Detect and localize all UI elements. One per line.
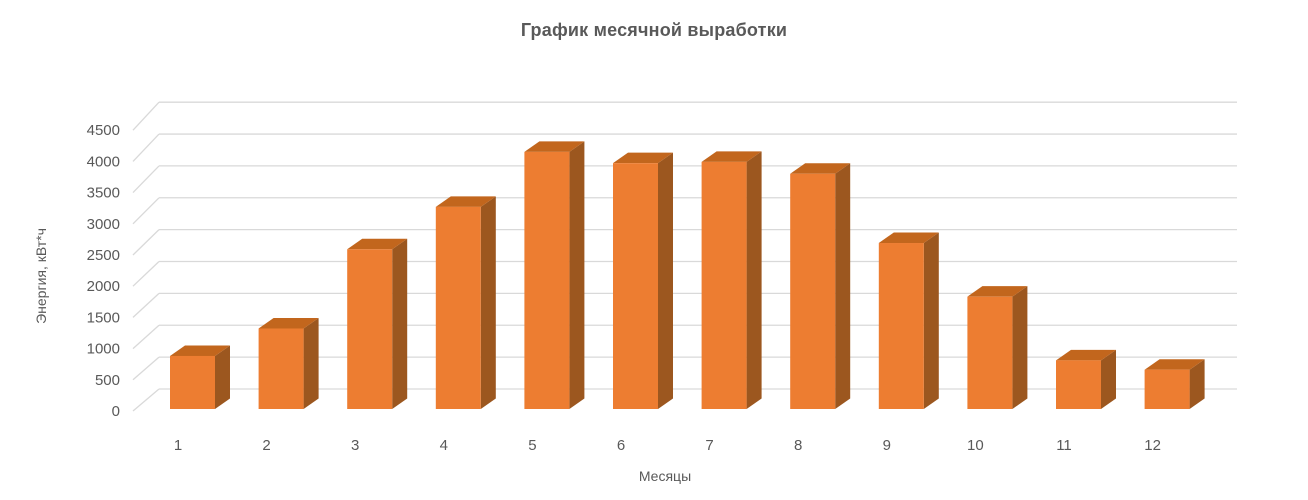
bar-month-10 xyxy=(967,286,1028,409)
bar-front-face xyxy=(258,328,304,409)
bar-front-face xyxy=(790,173,836,409)
bar-front-face xyxy=(1056,360,1101,409)
y-axis-title: Энергия, кВт*ч xyxy=(33,228,49,324)
bar-front-face xyxy=(878,243,924,409)
x-tick-label: 8 xyxy=(794,437,802,454)
depth-tick-line xyxy=(132,133,160,162)
bar-top-face xyxy=(613,152,673,164)
bar-month-11 xyxy=(1056,349,1116,409)
bar-top-face xyxy=(701,151,762,162)
x-tick-label: 1 xyxy=(174,437,182,454)
x-tick-label: 6 xyxy=(617,437,625,454)
bar-side-face xyxy=(1189,359,1205,409)
x-tick-label: 7 xyxy=(705,437,713,454)
depth-tick-line xyxy=(132,324,160,350)
bar-side-face xyxy=(215,345,230,409)
depth-tick-line xyxy=(132,229,160,256)
bar-month-8 xyxy=(790,163,851,409)
bar-side-face xyxy=(569,141,585,410)
bar-month-4 xyxy=(435,196,496,409)
bar-month-5 xyxy=(524,141,585,410)
depth-tick-line xyxy=(132,261,160,287)
bar-side-face xyxy=(658,152,673,410)
bar-side-face xyxy=(480,196,496,409)
bar-month-12 xyxy=(1144,359,1205,409)
bar-side-face xyxy=(1101,349,1116,409)
y-tick-label: 1500 xyxy=(87,309,120,326)
bar-top-face xyxy=(435,196,496,207)
bar-top-face xyxy=(170,345,230,356)
depth-tick-line xyxy=(132,101,160,131)
depth-tick-line xyxy=(132,388,160,412)
x-axis-labels: 1 2 3 4 5 6 7 8 9 10 11 12 xyxy=(174,437,1161,454)
bar-top-face xyxy=(878,232,939,244)
bar-month-3 xyxy=(347,238,408,409)
depth-tick-line xyxy=(132,356,160,381)
x-tick-label: 4 xyxy=(440,437,448,454)
bar-side-face xyxy=(746,151,762,409)
depth-tick-line xyxy=(132,292,160,318)
bar-front-face xyxy=(613,163,658,409)
bar-side-face xyxy=(835,163,851,409)
bar-top-face xyxy=(347,238,408,250)
y-tick-label: 4500 xyxy=(87,122,120,139)
y-tick-label: 2500 xyxy=(87,247,120,264)
bar-front-face xyxy=(967,296,1013,409)
bar-top-face xyxy=(524,141,585,152)
bar-side-face xyxy=(392,238,408,409)
x-tick-label: 12 xyxy=(1144,437,1161,454)
x-tick-label: 11 xyxy=(1056,437,1072,454)
bar-front-face xyxy=(701,161,747,409)
bar-top-face xyxy=(1056,349,1116,361)
bar-month-6 xyxy=(613,152,673,410)
x-axis-title: Месяцы xyxy=(639,468,691,484)
bar-front-face xyxy=(170,355,215,409)
bar-top-face xyxy=(1144,359,1205,370)
bar-month-7 xyxy=(701,151,762,409)
depth-tick-line xyxy=(132,197,160,225)
bar-side-face xyxy=(1012,286,1028,409)
y-tick-label: 3000 xyxy=(87,216,120,233)
bar-month-1 xyxy=(170,345,230,409)
x-tick-label: 9 xyxy=(883,437,891,454)
y-tick-label: 4000 xyxy=(87,153,120,170)
bar-front-face xyxy=(435,206,481,409)
y-tick-label: 1000 xyxy=(87,341,120,358)
bar-month-2 xyxy=(258,318,319,409)
x-tick-label: 5 xyxy=(528,437,536,454)
depth-tick-line xyxy=(132,165,160,194)
grid-and-axis: 0 500 1000 1500 2000 2500 3000 3500 4000 4500 xyxy=(87,101,1237,420)
chart-title: График месячной выработки xyxy=(520,20,788,40)
y-tick-label: 2000 xyxy=(87,278,120,295)
x-tick-label: 3 xyxy=(351,437,359,454)
bar-top-face xyxy=(258,318,319,329)
bars xyxy=(170,141,1205,410)
bar-top-face xyxy=(967,286,1028,297)
bar-front-face xyxy=(347,249,393,409)
x-tick-label: 2 xyxy=(262,437,270,454)
bar-side-face xyxy=(303,318,319,409)
y-tick-label: 0 xyxy=(112,403,120,420)
y-tick-label: 500 xyxy=(95,372,120,389)
bar-month-9 xyxy=(878,232,939,409)
y-tick-label: 3500 xyxy=(87,185,120,202)
x-tick-label: 10 xyxy=(967,437,984,454)
bar-front-face xyxy=(524,151,570,410)
bar-front-face xyxy=(1144,369,1190,409)
bar-top-face xyxy=(790,163,851,174)
bar-side-face xyxy=(923,232,939,409)
